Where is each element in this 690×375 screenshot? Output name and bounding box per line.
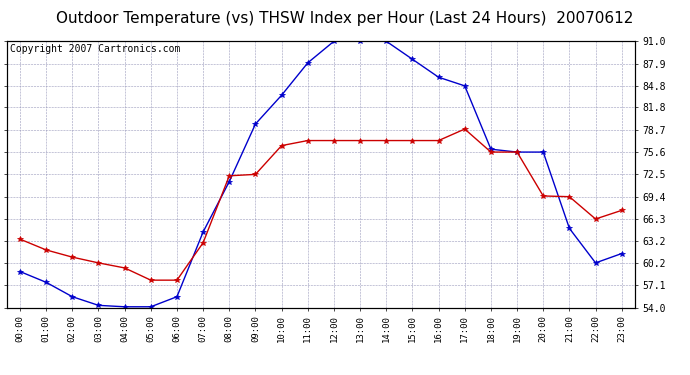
Text: Copyright 2007 Cartronics.com: Copyright 2007 Cartronics.com (10, 44, 180, 54)
Text: Outdoor Temperature (vs) THSW Index per Hour (Last 24 Hours)  20070612: Outdoor Temperature (vs) THSW Index per … (57, 11, 633, 26)
